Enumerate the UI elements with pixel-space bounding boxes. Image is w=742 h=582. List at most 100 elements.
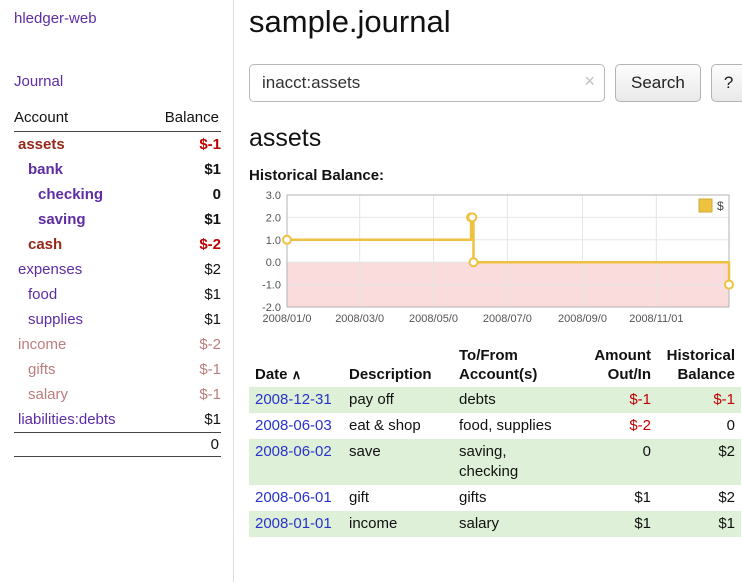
accounts-table: Account Balance assets $-1 bank $1 checking 0…	[14, 106, 221, 457]
account-link[interactable]: liabilities:debts	[18, 411, 116, 428]
account-balance: $-1	[199, 386, 221, 403]
account-balance: $2	[204, 261, 221, 278]
sidebar: hledger-web Journal Account Balance asse…	[0, 0, 234, 582]
accounts-total-value: 0	[210, 436, 219, 453]
register-row: 2008-06-01 gift gifts $1 $2	[249, 485, 741, 511]
clear-search-icon[interactable]: ×	[584, 71, 595, 91]
register-accounts: food, supplies	[459, 417, 552, 434]
svg-text:1.0: 1.0	[266, 235, 281, 247]
register-description: gift	[349, 489, 370, 506]
svg-text:2008/09/0: 2008/09/0	[558, 313, 607, 325]
register-balance: $1	[718, 515, 735, 532]
account-balance: $1	[204, 211, 221, 228]
sort-asc-icon: ∧	[291, 367, 302, 382]
account-row: liabilities:debts $1	[14, 407, 221, 432]
register-description: pay off	[349, 391, 394, 408]
transaction-date-link[interactable]: 2008-06-02	[255, 443, 332, 460]
account-row: assets $-1	[14, 132, 221, 157]
register-date-cell: 2008-06-02	[249, 439, 343, 485]
account-balance: $-1	[199, 361, 221, 378]
register-description: eat & shop	[349, 417, 421, 434]
register-amount: $1	[634, 515, 651, 532]
register-balance: $-1	[713, 391, 735, 408]
svg-text:$: $	[717, 199, 724, 213]
register-header-date[interactable]: Date ∧	[249, 343, 343, 387]
account-balance: $1	[204, 161, 221, 178]
main-content: sample.journal × Search ? assets Histori…	[234, 0, 742, 582]
register-row: 2008-01-01 income salary $1 $1	[249, 511, 741, 537]
transaction-date-link[interactable]: 2008-06-03	[255, 417, 332, 434]
svg-text:2008/05/0: 2008/05/0	[409, 313, 458, 325]
account-row: gifts $-1	[14, 357, 221, 382]
chart-title: Historical Balance:	[249, 167, 385, 184]
register-header-balance: Historical Balance	[666, 347, 735, 383]
svg-text:2008/03/0: 2008/03/0	[335, 313, 384, 325]
account-balance: $-1	[199, 136, 221, 153]
account-row: saving $1	[14, 207, 221, 232]
accounts-header-balance: Balance	[164, 109, 219, 126]
help-button[interactable]: ?	[710, 64, 742, 102]
svg-text:2008/07/0: 2008/07/0	[483, 313, 532, 325]
account-link[interactable]: assets	[18, 136, 65, 153]
register-date-cell: 2008-12-31	[249, 387, 343, 413]
register-table: Date ∧ Description To/From Account(s) Am…	[249, 343, 741, 537]
register-tbody: 2008-12-31 pay off debts $-1 $-1 2008-06-03 ea…	[249, 387, 741, 537]
account-row: bank $1	[14, 157, 221, 182]
sidebar-item-journal[interactable]: Journal	[14, 73, 64, 90]
account-row: cash $-2	[14, 232, 221, 257]
transaction-date-link[interactable]: 2008-12-31	[255, 391, 332, 408]
account-balance: $-2	[199, 336, 221, 353]
register-header-row: Date ∧ Description To/From Account(s) Am…	[249, 343, 741, 387]
accounts-rows: assets $-1 bank $1 checking 0 saving $1 cash $-2 e…	[14, 132, 221, 432]
account-link[interactable]: salary	[28, 386, 69, 403]
register-accounts: gifts	[459, 489, 487, 506]
search-box: ×	[249, 64, 605, 102]
transaction-date-link[interactable]: 2008-06-01	[255, 489, 332, 506]
register-amount: $-2	[629, 417, 651, 434]
register-balance: $2	[718, 489, 735, 506]
account-row: income $-2	[14, 332, 221, 357]
svg-text:0.0: 0.0	[266, 257, 281, 269]
svg-text:3.0: 3.0	[266, 190, 281, 202]
register-header-amount: Amount Out/In	[594, 347, 651, 383]
register-row: 2008-06-03 eat & shop food, supplies $-2 0	[249, 413, 741, 439]
accounts-table-header: Account Balance	[14, 106, 221, 132]
register-date-cell: 2008-01-01	[249, 511, 343, 537]
account-link[interactable]: food	[28, 286, 58, 303]
page-title: sample.journal	[249, 4, 451, 39]
app-title-link[interactable]: hledger-web	[14, 10, 97, 27]
account-link[interactable]: expenses	[18, 261, 83, 278]
svg-text:-1.0: -1.0	[262, 280, 281, 292]
register-amount: 0	[642, 443, 651, 460]
register-description: income	[349, 515, 398, 532]
register-row: 2008-12-31 pay off debts $-1 $-1	[249, 387, 741, 413]
account-link[interactable]: saving	[38, 211, 86, 228]
register-row: 2008-06-02 save saving, checking 0 $2	[249, 439, 741, 485]
svg-text:-2.0: -2.0	[262, 302, 281, 314]
account-link[interactable]: gifts	[28, 361, 56, 378]
transaction-date-link[interactable]: 2008-01-01	[255, 515, 332, 532]
register-amount: $-1	[629, 391, 651, 408]
svg-text:2.0: 2.0	[266, 212, 281, 224]
svg-text:2008/01/0: 2008/01/0	[263, 313, 312, 325]
account-row: supplies $1	[14, 307, 221, 332]
register-date-cell: 2008-06-03	[249, 413, 343, 439]
account-link[interactable]: checking	[38, 186, 104, 203]
account-row: food $1	[14, 282, 221, 307]
account-link[interactable]: bank	[28, 161, 64, 178]
accounts-total-row: 0	[14, 432, 221, 457]
section-title: assets	[249, 124, 322, 152]
svg-text:2008/11/01: 2008/11/01	[629, 313, 683, 325]
register-balance: $2	[718, 443, 735, 460]
search-button[interactable]: Search	[615, 64, 701, 102]
account-link[interactable]: cash	[28, 236, 63, 253]
search-input[interactable]	[249, 64, 605, 102]
account-link[interactable]: income	[18, 336, 67, 353]
account-link[interactable]: supplies	[28, 311, 84, 328]
account-row: expenses $2	[14, 257, 221, 282]
account-balance: $1	[204, 311, 221, 328]
register-date-cell: 2008-06-01	[249, 485, 343, 511]
account-row: checking 0	[14, 182, 221, 207]
